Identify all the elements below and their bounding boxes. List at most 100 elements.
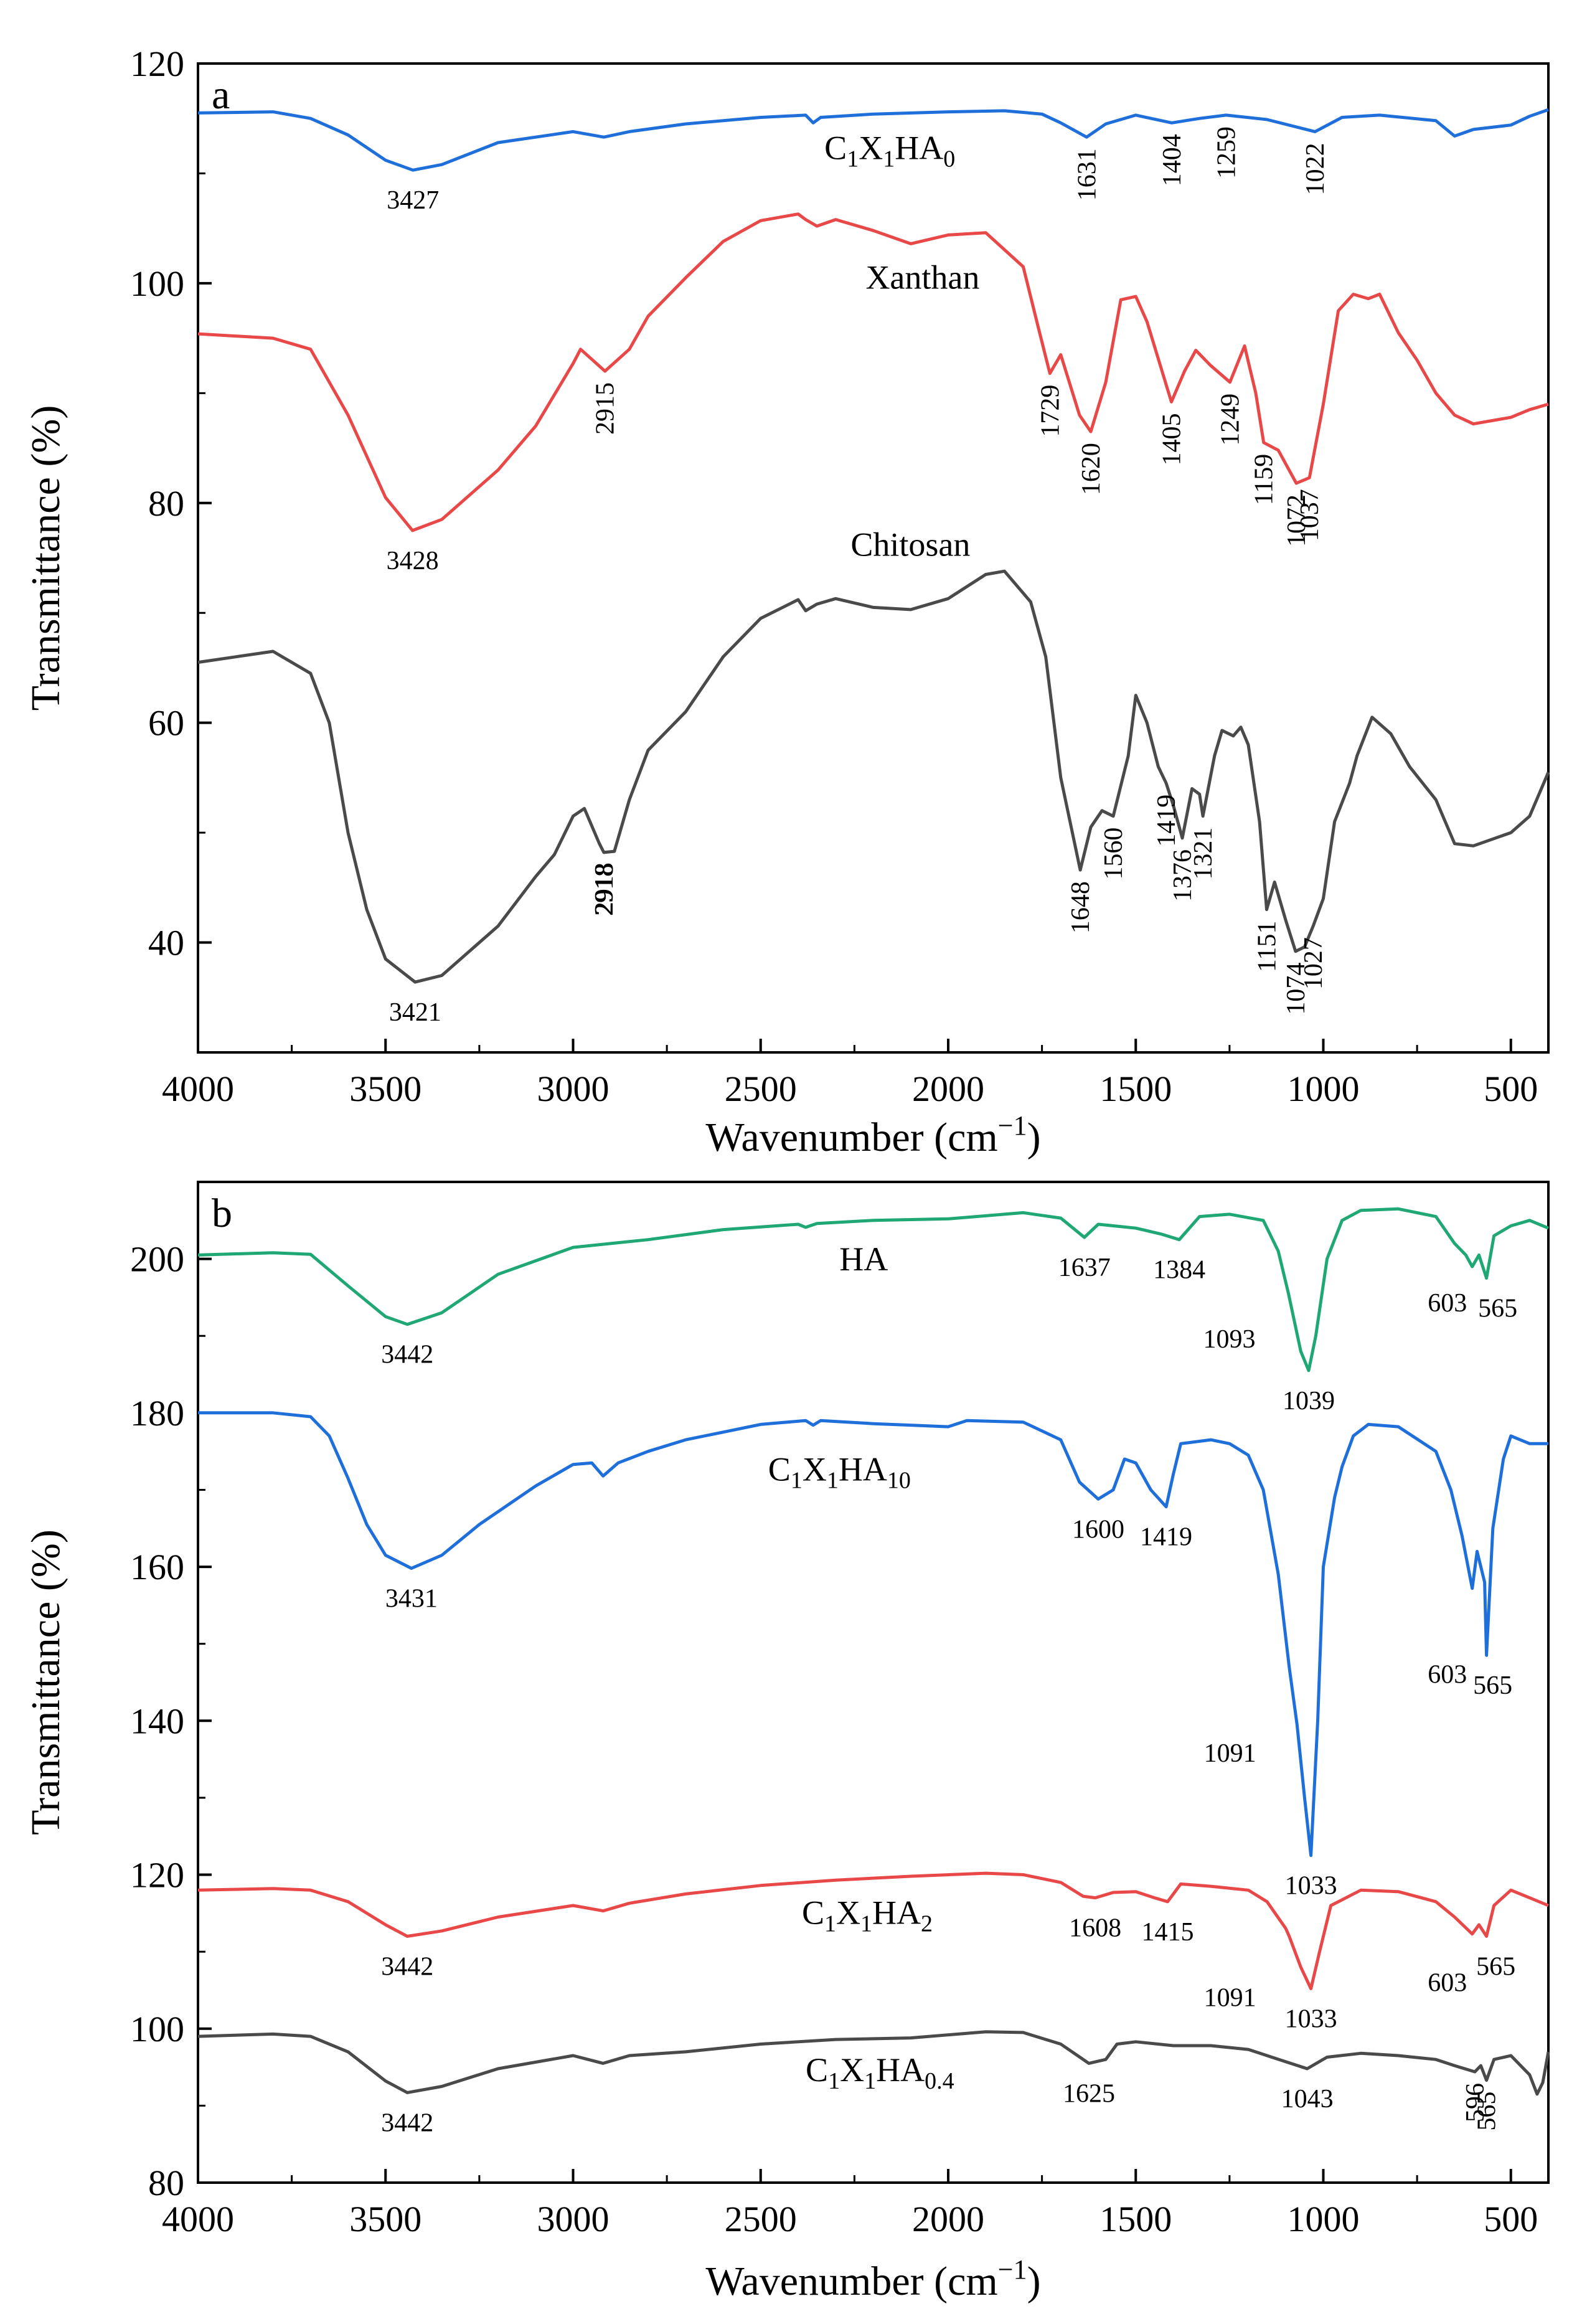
- y-tick-label: 200: [130, 1239, 184, 1280]
- peak-label: 565: [1473, 1671, 1512, 1700]
- series-label: C1X1HA2: [802, 1894, 933, 1937]
- x-tick-label: 4000: [162, 2199, 234, 2239]
- series-label: Chitosan: [850, 526, 970, 563]
- x-tick-label: 3500: [349, 1069, 421, 1109]
- x-tick-label: 2500: [725, 1069, 797, 1109]
- peak-label: 565: [1473, 2092, 1502, 2131]
- y-tick-label: 80: [148, 2163, 184, 2203]
- peak-label: 1091: [1204, 1983, 1256, 2012]
- peak-label: 1648: [1066, 881, 1095, 933]
- peak-label: 1404: [1158, 134, 1187, 186]
- peak-label: 1039: [1283, 1387, 1335, 1415]
- series-xanthan: Xanthan 3428 2915 1729 1620 1405 1249115910721…: [197, 212, 1549, 575]
- y-tick-label: 120: [130, 1855, 184, 1896]
- x-tick-label: 3000: [537, 1069, 610, 1109]
- x-axis-title: Wavenumber (cm−1): [705, 2254, 1040, 2304]
- peak-label: 3442: [381, 1952, 433, 1981]
- peak-label: 1027: [1299, 937, 1328, 990]
- peak-label: 1151: [1253, 921, 1282, 972]
- series-c1x1ha0: C1X1HA0 3427 1631 1404 1259 1022: [197, 108, 1549, 215]
- peak-label: 1321: [1189, 828, 1218, 880]
- peak-label: 603: [1428, 1661, 1467, 1689]
- panel-a-ftir-chart: 4000 3500 3000 2500 2000 1500 1000 500 40 60 80 100…: [23, 44, 1550, 1160]
- peak-label: 1405: [1157, 413, 1186, 465]
- peak-label: 3428: [387, 547, 439, 575]
- series-label: C1X1HA0.4: [806, 2051, 954, 2094]
- y-axis-title: Transmittance (%): [23, 405, 68, 711]
- panel-letter: b: [212, 1191, 232, 1236]
- x-axis-title: Wavenumber (cm−1): [705, 1110, 1040, 1160]
- x-tick-label: 500: [1484, 2199, 1538, 2239]
- peak-label: 1043: [1281, 2085, 1334, 2114]
- peak-label: 3427: [387, 186, 439, 215]
- y-tick-label: 120: [130, 44, 184, 84]
- series-label: C1X1HA0: [824, 130, 955, 172]
- peak-label: 1419: [1140, 1523, 1192, 1552]
- y-tick-label: 180: [130, 1393, 184, 1434]
- x-tick-label: 500: [1484, 1069, 1538, 1109]
- x-tick-label: 4000: [162, 1069, 234, 1109]
- series-line-chitosan: [197, 569, 1550, 984]
- y-tick-label: 60: [148, 703, 184, 744]
- y-tick-label: 140: [130, 1701, 184, 1741]
- x-tick-label: 3000: [537, 2199, 610, 2239]
- peak-label: 1560: [1099, 828, 1128, 880]
- panel-b-ftir-chart: 4000 3500 3000 2500 2000 1500 1000 500 80 100 120 1…: [23, 1181, 1550, 2304]
- peak-label: 1384: [1153, 1256, 1205, 1285]
- x-tick-label: 1000: [1288, 2199, 1360, 2239]
- peak-label: 1600: [1072, 1515, 1124, 1544]
- peak-label: 1022: [1301, 143, 1330, 195]
- plot-frame: [197, 1181, 1550, 2184]
- x-tick-label: 2500: [725, 2199, 797, 2239]
- series-line-c1x1ha0-4: [197, 2030, 1550, 2096]
- series-line-c1x1ha10: [198, 1411, 1548, 1858]
- plot-frame: [197, 62, 1550, 1054]
- peak-label: 1159: [1250, 454, 1279, 505]
- peak-label: 1259: [1212, 126, 1241, 179]
- series-label: C1X1HA10: [768, 1451, 911, 1494]
- y-tick-label: 160: [130, 1547, 184, 1587]
- peak-label: 1033: [1285, 2005, 1337, 2033]
- peak-label: 1419: [1152, 795, 1181, 847]
- peak-label: 2915: [591, 382, 620, 435]
- peak-label: 2918: [590, 864, 619, 916]
- peak-label: 603: [1428, 1289, 1467, 1318]
- peak-label: 1637: [1058, 1254, 1111, 1282]
- peak-label: 1376: [1169, 849, 1197, 902]
- x-tick-label: 2000: [912, 1069, 984, 1109]
- panel-letter: a: [212, 72, 230, 118]
- peak-label: 1249: [1216, 394, 1245, 446]
- series-line-ha: [197, 1207, 1549, 1372]
- peak-label: 1631: [1073, 148, 1101, 201]
- peak-label: 603: [1428, 1969, 1467, 1998]
- y-axis-title: Transmittance (%): [23, 1529, 68, 1835]
- peak-label: 1091: [1204, 1739, 1256, 1768]
- series-label: Xanthan: [865, 259, 979, 296]
- series-line-c1x1ha0: [197, 108, 1549, 172]
- x-tick-label: 3500: [349, 2199, 421, 2239]
- peak-label: 1093: [1203, 1325, 1255, 1354]
- peak-label: 3442: [381, 1341, 433, 1369]
- y-tick-label: 100: [130, 2009, 184, 2049]
- series-ha: HA 3442 1637 1384 1093 1039 603 565: [197, 1207, 1549, 1415]
- series-line-xanthan: [197, 212, 1549, 532]
- x-tick-label: 1500: [1099, 2199, 1172, 2239]
- peak-label: 1074: [1282, 963, 1311, 1015]
- x-tick-label: 1000: [1288, 1069, 1360, 1109]
- peak-label: 565: [1478, 1295, 1517, 1323]
- x-tick-label: 2000: [912, 2199, 984, 2239]
- peak-label: 1415: [1141, 1918, 1194, 1947]
- y-tick-label: 40: [148, 923, 184, 963]
- peak-label: 1625: [1063, 2079, 1115, 2108]
- peak-label: 596: [1461, 2083, 1490, 2122]
- series-c1x1ha2: C1X1HA2 3442 1608 1415 1091 1033 603 565: [197, 1871, 1549, 2033]
- peak-label: 2918: [590, 862, 619, 915]
- y-tick-label: 80: [148, 483, 184, 524]
- peak-label: 1608: [1069, 1914, 1121, 1943]
- peak-label: 1729: [1036, 385, 1065, 437]
- peak-label: 3431: [385, 1585, 438, 1613]
- x-tick-label: 1500: [1099, 1069, 1172, 1109]
